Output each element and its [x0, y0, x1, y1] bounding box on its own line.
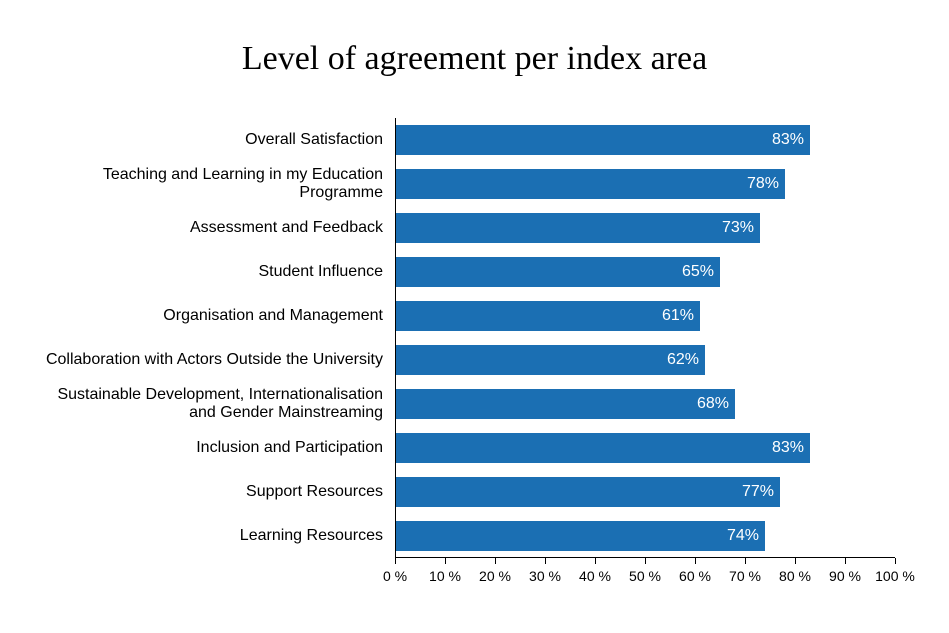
bar: 62%	[396, 345, 705, 375]
category-label: Student Influence	[28, 257, 383, 287]
bar-value-label: 68%	[697, 395, 729, 413]
bar: 61%	[396, 301, 700, 331]
bar: 73%	[396, 213, 760, 243]
x-tick	[545, 558, 546, 564]
x-tick-label: 40 %	[579, 568, 611, 584]
bar: 68%	[396, 389, 735, 419]
bar-value-label: 62%	[667, 351, 699, 369]
bar: 83%	[396, 125, 810, 155]
category-label: Assessment and Feedback	[28, 213, 383, 243]
x-tick-label: 60 %	[679, 568, 711, 584]
category-label: Overall Satisfaction	[28, 125, 383, 155]
x-tick	[395, 558, 396, 564]
x-tick	[495, 558, 496, 564]
category-label: Collaboration with Actors Outside the Un…	[28, 345, 383, 375]
chart-container: Level of agreement per index area 0 %10 …	[0, 0, 949, 633]
x-tick	[645, 558, 646, 564]
x-tick-label: 20 %	[479, 568, 511, 584]
x-tick-label: 100 %	[875, 568, 915, 584]
bar: 77%	[396, 477, 780, 507]
x-tick-label: 10 %	[429, 568, 461, 584]
bar-value-label: 65%	[682, 263, 714, 281]
x-tick-label: 30 %	[529, 568, 561, 584]
bar: 83%	[396, 433, 810, 463]
bar-value-label: 74%	[727, 527, 759, 545]
x-tick-label: 50 %	[629, 568, 661, 584]
bar: 78%	[396, 169, 785, 199]
x-tick	[445, 558, 446, 564]
x-tick	[595, 558, 596, 564]
x-tick	[695, 558, 696, 564]
x-tick-label: 90 %	[829, 568, 861, 584]
bar-value-label: 83%	[772, 439, 804, 457]
category-label: Teaching and Learning in my Education Pr…	[28, 169, 383, 199]
bar-value-label: 61%	[662, 307, 694, 325]
category-label: Inclusion and Participation	[28, 433, 383, 463]
x-tick	[895, 558, 896, 564]
bar: 65%	[396, 257, 720, 287]
chart-plot-area: 0 %10 %20 %30 %40 %50 %60 %70 %80 %90 %1…	[395, 118, 895, 558]
x-tick	[845, 558, 846, 564]
category-label: Sustainable Development, Internationalis…	[28, 389, 383, 419]
category-label: Support Resources	[28, 477, 383, 507]
x-tick	[745, 558, 746, 564]
bar-value-label: 73%	[722, 219, 754, 237]
bar-value-label: 78%	[747, 175, 779, 193]
bar: 74%	[396, 521, 765, 551]
x-tick-label: 0 %	[383, 568, 407, 584]
bar-value-label: 83%	[772, 131, 804, 149]
x-tick	[795, 558, 796, 564]
x-tick-label: 70 %	[729, 568, 761, 584]
category-label: Learning Resources	[28, 521, 383, 551]
x-tick-label: 80 %	[779, 568, 811, 584]
chart-title: Level of agreement per index area	[0, 40, 949, 78]
bar-value-label: 77%	[742, 483, 774, 501]
category-label: Organisation and Management	[28, 301, 383, 331]
